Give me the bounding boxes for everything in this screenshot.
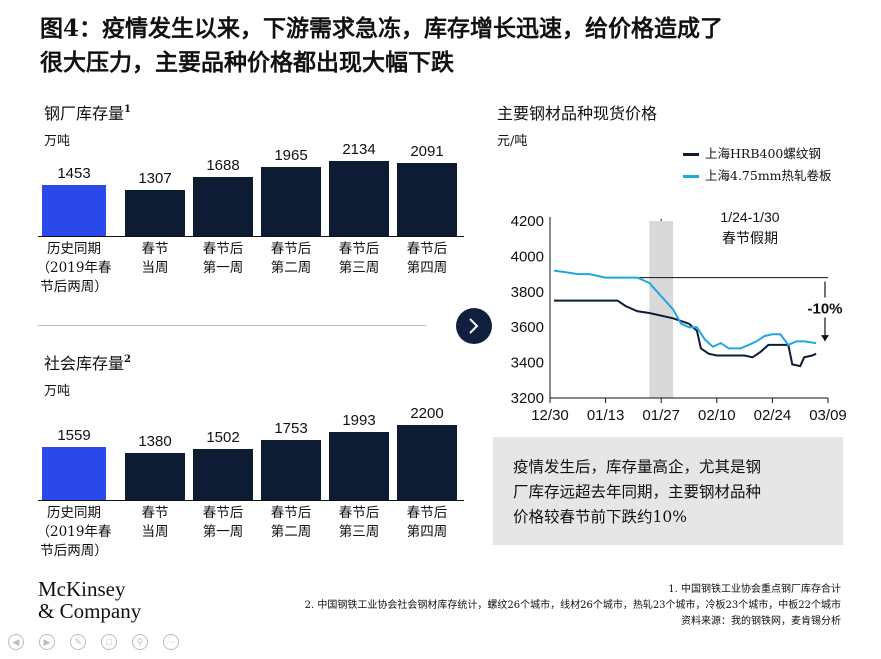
social-inventory-title: 社会库存量2	[44, 354, 131, 373]
bar-value-label: 1559	[57, 426, 91, 444]
bar-value-label: 2091	[410, 142, 444, 160]
footnote-2: 2. 中国钢铁工业协会社会钢材库存统计，螺纹26个城市，线材26个城市，热轧23…	[304, 600, 841, 611]
next-slide-icon[interactable]: ▶	[39, 634, 55, 650]
callout-line-1: 疫情发生后，库存量高企，尤其是钢	[513, 458, 762, 476]
bar-value-label: 1502	[206, 428, 240, 446]
change-arrow-head	[821, 335, 829, 342]
x-tick-label: 03/09	[809, 407, 847, 424]
bar-bottom-3	[261, 440, 321, 500]
footnote-mark-2: 2	[124, 354, 131, 365]
x-tick-label: 01/13	[587, 407, 625, 424]
holiday-shade	[649, 221, 674, 398]
bar-value-label: 2134	[342, 141, 376, 158]
bar-bottom-1	[125, 452, 185, 500]
bar-top-1	[125, 190, 185, 236]
x-tick-label: 01/27	[642, 407, 680, 424]
y-tick-label: 4000	[511, 248, 544, 265]
social-inventory-unit: 万吨	[44, 384, 71, 399]
summary-callout: 疫情发生后，库存量高企，尤其是钢 厂库存远超去年同期，主要钢材品种 价格较春节前…	[493, 437, 843, 545]
more-icon[interactable]: ⋯	[163, 634, 179, 650]
bar-category-label: 春节 当周	[141, 241, 169, 276]
slides-icon[interactable]: □	[101, 634, 117, 650]
mckinsey-logo: McKinsey & Company	[38, 577, 142, 623]
bar-category-label: 春节后 第一周	[202, 241, 244, 276]
x-tick-label: 02/10	[698, 407, 736, 424]
series-line-0	[554, 299, 817, 368]
zoom-icon[interactable]: ⚲	[132, 634, 148, 650]
holiday-label-text: 春节假期	[722, 231, 778, 247]
callout-line-2: 厂库存远超去年同期，主要钢材品种	[513, 483, 762, 501]
bar-value-label: 1380	[138, 432, 172, 450]
price-chart-title: 主要钢材品种现货价格	[497, 104, 658, 123]
y-tick-label: 4200	[511, 213, 544, 230]
bar-top-2	[193, 176, 253, 236]
bar-baseline	[38, 236, 464, 237]
bar-value-label: 1307	[138, 170, 172, 188]
bar-top-0	[42, 184, 106, 236]
source-note: 资料来源：我的钢铁网，麦肯锡分析	[681, 616, 841, 627]
y-tick-label: 3400	[511, 355, 544, 372]
holiday-label-dates: 1/24-1/30	[720, 209, 779, 225]
bar-value-label: 1453	[57, 164, 91, 182]
bar-category-label: 春节后 第三周	[338, 505, 380, 540]
bar-bottom-0	[42, 446, 106, 500]
bar-category-label: 春节后 第一周	[202, 505, 244, 540]
bar-bottom-4	[329, 432, 389, 500]
change-label: -10%	[807, 301, 842, 318]
bar-top-5	[397, 162, 457, 236]
mill-inventory-unit: 万吨	[44, 134, 71, 149]
next-arrow-button[interactable]	[456, 308, 492, 344]
bar-value-label: 1993	[342, 412, 376, 430]
legend-swatch-rebar	[683, 153, 699, 156]
page-title: 图4：疫情发生以来，下游需求急冻，库存增长迅速，给价格造成了 很大压力，主要品种…	[40, 12, 860, 80]
mill-inventory-title: 钢厂库存量1	[44, 104, 131, 123]
bar-top-4	[329, 161, 389, 236]
bar-value-label: 1688	[206, 156, 240, 174]
bar-category-label: 历史同期 （2019年春 节后两周）	[36, 505, 112, 559]
legend-swatch-hrc	[683, 175, 699, 178]
bar-baseline	[38, 500, 464, 501]
y-tick-label: 3200	[511, 390, 544, 407]
legend-item-hrc: 上海4.75mm热轧卷板	[683, 165, 832, 184]
bar-bottom-2	[193, 448, 253, 500]
change-label-bg	[803, 297, 847, 318]
series-line-1	[553, 269, 817, 350]
bar-category-label: 春节后 第三周	[338, 241, 380, 276]
bar-category-label: 春节后 第四周	[406, 505, 448, 540]
bar-value-label: 1965	[274, 146, 308, 164]
bar-category-label: 春节 当周	[141, 505, 169, 540]
bar-category-label: 春节后 第四周	[406, 241, 448, 276]
bar-category-label: 历史同期 （2019年春 节后两周）	[36, 241, 112, 295]
pen-icon[interactable]: ✎	[70, 634, 86, 650]
bar-category-label: 春节后 第二周	[270, 241, 312, 276]
title-line-2: 很大压力，主要品种价格都出现大幅下跌	[40, 49, 454, 76]
slideshow-toolbar: ◀ ▶ ✎ □ ⚲ ⋯	[8, 632, 194, 650]
chevron-right-icon	[469, 318, 479, 334]
bar-category-label: 春节后 第二周	[270, 505, 312, 540]
title-line-1: 图4：疫情发生以来，下游需求急冻，库存增长迅速，给价格造成了	[40, 15, 724, 42]
bar-value-label: 1753	[274, 420, 308, 438]
bar-top-3	[261, 166, 321, 236]
prev-slide-icon[interactable]: ◀	[8, 634, 24, 650]
bar-value-label: 2200	[410, 405, 444, 422]
y-tick-label: 3600	[511, 319, 544, 336]
y-tick-label: 3800	[511, 284, 544, 301]
x-tick-label: 12/30	[531, 407, 569, 424]
price-line-chart: 3200 3400 3600 3800 4000 4200 12/30 01/13 01/27 0…	[511, 209, 847, 424]
footnote-mark-1: 1	[124, 104, 131, 115]
legend-item-rebar: 上海HRB400螺纹钢	[683, 143, 821, 162]
section-divider	[38, 325, 426, 326]
price-chart-unit: 元/吨	[497, 134, 528, 149]
footnote-1: 1. 中国钢铁工业协会重点钢厂库存合计	[668, 584, 841, 595]
bar-bottom-5	[397, 425, 457, 500]
x-tick-label: 02/24	[754, 407, 792, 424]
callout-line-3: 价格较春节前下跌约10%	[513, 508, 687, 526]
